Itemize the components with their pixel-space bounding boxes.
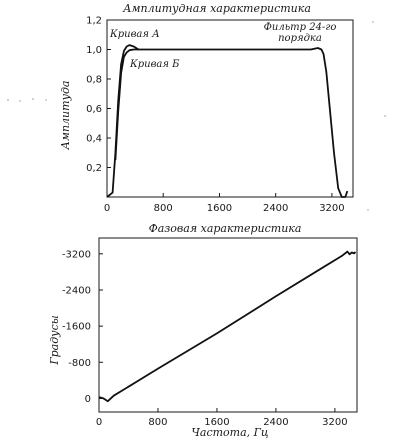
phase-x-tick-label: 3200 — [322, 417, 347, 428]
annotation-filter-order-line2: порядка — [278, 33, 322, 44]
annotation-filter-order-line1: Фильтр 24-го — [264, 22, 337, 33]
amp-x-tick-label: 1600 — [207, 203, 232, 214]
amplitude-y-ticks: 0,2 0,4 0,6 0,8 1,0 1,2 — [86, 16, 111, 174]
amp-x-tick-label: 0 — [104, 203, 110, 214]
amp-y-tick-label: 1,0 — [86, 45, 102, 56]
amplitude-curves — [106, 44, 349, 198]
amp-x-tick-label: 800 — [154, 203, 173, 214]
phase-chart: Фазовая характеристика 0 -800 -1600 -2400 -3… — [48, 222, 358, 439]
phase-y-label: Градусы — [48, 315, 61, 365]
amp-y-tick-label: 1,2 — [86, 16, 102, 27]
amplitude-series-line-1 — [106, 44, 349, 198]
amp-y-tick-label: 0,6 — [86, 104, 102, 115]
phase-y-ticks: 0 -800 -1600 -2400 -3200 — [62, 249, 103, 405]
amplitude-series-line-2 — [114, 48, 139, 161]
amplitude-title: Амплитудная характеристика — [122, 2, 311, 15]
phase-x-label: Частота, Гц — [191, 426, 269, 439]
amplitude-y-label: Амплитуда — [59, 81, 72, 151]
phase-x-tick-label: 1600 — [204, 417, 229, 428]
phase-plot-frame — [98, 237, 358, 413]
phase-x-tick-label: 800 — [148, 417, 167, 428]
amp-y-tick-label: 0,2 — [86, 163, 102, 174]
amplitude-chart: Амплитудная характеристика 0,2 0,4 0,6 0,8 1… — [59, 2, 354, 214]
phase-title: Фазовая характеристика — [149, 222, 302, 235]
phase-y-tick-label: -3200 — [62, 249, 91, 260]
phase-series-line-1 — [98, 250, 357, 403]
phase-curves — [98, 250, 357, 403]
annotation-curve-a: Кривая А — [109, 29, 160, 40]
amplitude-x-ticks: 0 800 1600 2400 3200 — [104, 193, 345, 214]
amplitude-plot-frame — [106, 19, 354, 198]
phase-y-tick-label: -1600 — [62, 322, 91, 333]
phase-y-tick-label: -2400 — [62, 285, 91, 296]
amp-x-tick-label: 3200 — [319, 203, 344, 214]
phase-y-tick-label: 0 — [85, 394, 91, 405]
phase-x-tick-label: 2400 — [263, 417, 288, 428]
annotation-curve-b: Кривая Б — [129, 59, 180, 70]
amp-y-tick-label: 0,8 — [86, 75, 102, 86]
amp-y-tick-label: 0,4 — [86, 134, 102, 145]
amp-x-tick-label: 2400 — [263, 203, 288, 214]
phase-x-tick-label: 0 — [96, 417, 102, 428]
scan-specks — [7, 21, 386, 211]
phase-y-tick-label: -800 — [68, 358, 91, 369]
phase-x-ticks: 0 800 1600 2400 3200 — [96, 408, 348, 428]
